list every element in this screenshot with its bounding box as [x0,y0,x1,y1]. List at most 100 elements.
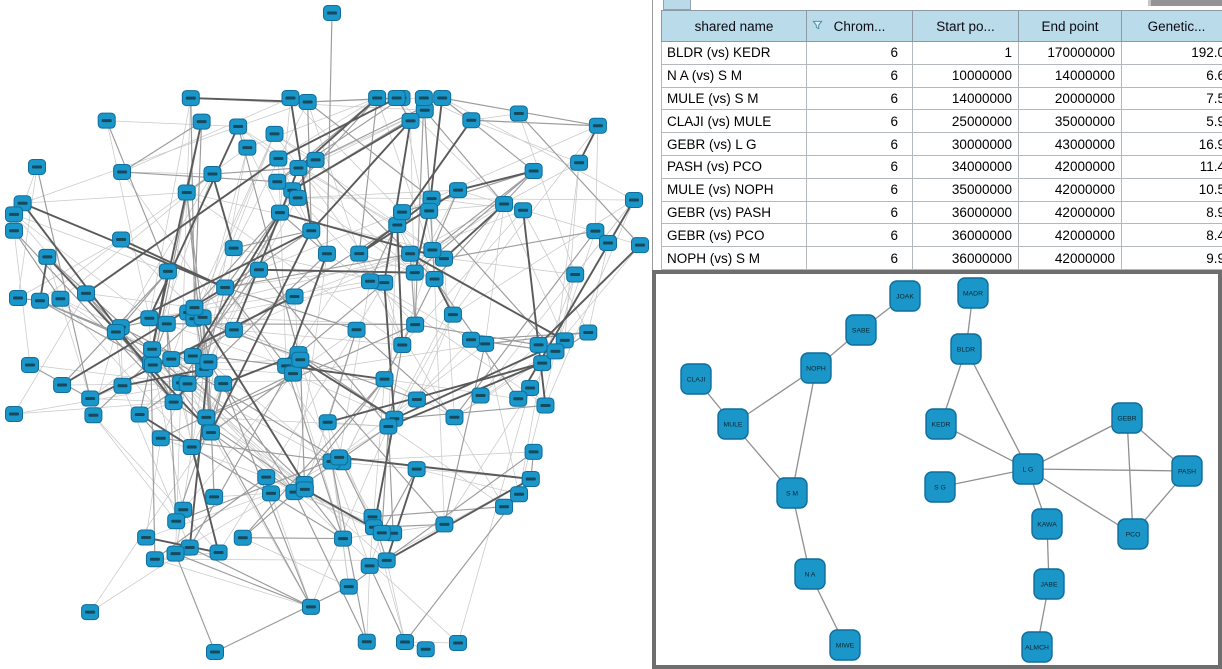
network-node-BLDR[interactable]: BLDR [950,333,982,365]
graph-node[interactable] [166,545,185,562]
graph-node[interactable] [301,598,320,615]
graph-edge[interactable] [298,282,385,355]
graph-node[interactable] [158,263,177,280]
network-node-MADR[interactable]: MADR [957,277,989,309]
graph-node[interactable] [130,406,149,423]
table-row[interactable]: BLDR (vs) KEDR 6 1 170000000 192.0 [661,41,1222,65]
graph-edge[interactable] [39,239,122,302]
graph-node[interactable] [330,449,349,466]
graph-edge[interactable] [356,329,455,418]
graph-edge[interactable] [409,252,566,342]
graph-edge[interactable] [233,230,312,249]
network-node-ALMCH[interactable]: ALMCH [1021,631,1053,663]
graph-node[interactable] [238,139,257,156]
graph-node[interactable] [406,316,425,333]
graph-edge[interactable] [13,383,188,415]
graph-edge[interactable] [452,125,599,315]
graph-edge[interactable] [327,422,350,587]
graph-edge[interactable] [522,210,589,333]
graph-node[interactable] [182,439,201,456]
graph-edge[interactable] [148,126,240,319]
graph-edge[interactable] [293,491,368,643]
graph-edge[interactable] [299,359,306,485]
graph-edge[interactable] [410,120,416,325]
graph-node[interactable] [416,641,435,658]
graph-edge[interactable] [189,353,300,548]
graph-node[interactable] [471,387,490,404]
graph-node[interactable] [588,117,607,134]
network-node-JOAK[interactable]: JOAK [889,280,921,312]
graph-edge[interactable] [224,287,287,367]
network-node-NA[interactable]: N A [794,558,826,590]
graph-node[interactable] [197,409,216,426]
graph-edge[interactable] [396,225,404,346]
graph-node[interactable] [524,443,543,460]
panel-tab-fragment[interactable] [663,0,691,10]
graph-edge[interactable] [358,189,459,255]
graph-edge[interactable] [238,101,308,127]
graph-node[interactable] [288,189,307,206]
graph-edge[interactable] [93,415,219,553]
graph-edge[interactable] [443,230,596,260]
graph-edge[interactable] [381,426,389,533]
graph-edge[interactable] [441,97,534,172]
graph-node[interactable] [476,335,495,352]
graph-edge[interactable] [205,417,312,608]
graph-edge[interactable] [202,133,275,318]
graph-node[interactable] [377,552,396,569]
network-edge-NOPH-SM[interactable] [791,367,817,494]
graph-node[interactable] [151,430,170,447]
graph-node[interactable] [106,323,125,340]
graph-edge[interactable] [383,282,396,419]
graph-edge[interactable] [121,97,291,173]
graph-node[interactable] [414,90,433,106]
graph-node[interactable] [285,288,304,305]
graph-node[interactable] [289,160,308,177]
graph-edge[interactable] [299,358,395,420]
network-edge-GEBR-PCO[interactable] [1126,417,1134,535]
graph-edge[interactable] [443,203,505,260]
graph-edge[interactable] [173,253,328,403]
graph-edge[interactable] [414,97,425,325]
graph-node[interactable] [203,166,222,183]
graph-edge[interactable] [242,537,344,540]
graph-node[interactable] [317,245,336,262]
graph-edge[interactable] [121,121,202,173]
graph-node[interactable] [360,557,379,574]
graph-edge[interactable] [432,170,534,251]
network-edge-LG-GEBR[interactable] [1027,417,1128,470]
graph-edge[interactable] [564,162,580,341]
graph-node[interactable] [510,486,529,503]
graph-edge[interactable] [339,456,531,480]
graph-node[interactable] [546,343,565,360]
graph-edge[interactable] [503,203,566,341]
graph-edge[interactable] [381,468,418,534]
graph-node[interactable] [51,290,70,307]
graph-node[interactable] [379,418,398,435]
graph-edge[interactable] [270,493,312,607]
graph-edge[interactable] [224,212,281,288]
graph-edge[interactable] [291,120,412,192]
graph-node[interactable] [368,90,387,106]
graph-node[interactable] [84,407,103,424]
graph-edge[interactable] [89,432,212,613]
graph-edge[interactable] [484,203,505,344]
graph-node[interactable] [422,190,441,207]
graph-node[interactable] [533,355,552,372]
graph-edge[interactable] [290,97,403,213]
graph-node[interactable] [318,414,337,431]
graph-edge[interactable] [431,198,635,201]
graph-node[interactable] [295,481,314,498]
graph-node[interactable] [178,375,197,392]
graph-node[interactable] [257,469,276,486]
graph-node[interactable] [350,245,369,262]
graph-node[interactable] [509,105,528,122]
graph-node[interactable] [268,173,287,190]
graph-node[interactable] [143,341,162,358]
graph-node[interactable] [162,351,181,368]
graph-node[interactable] [5,405,23,422]
